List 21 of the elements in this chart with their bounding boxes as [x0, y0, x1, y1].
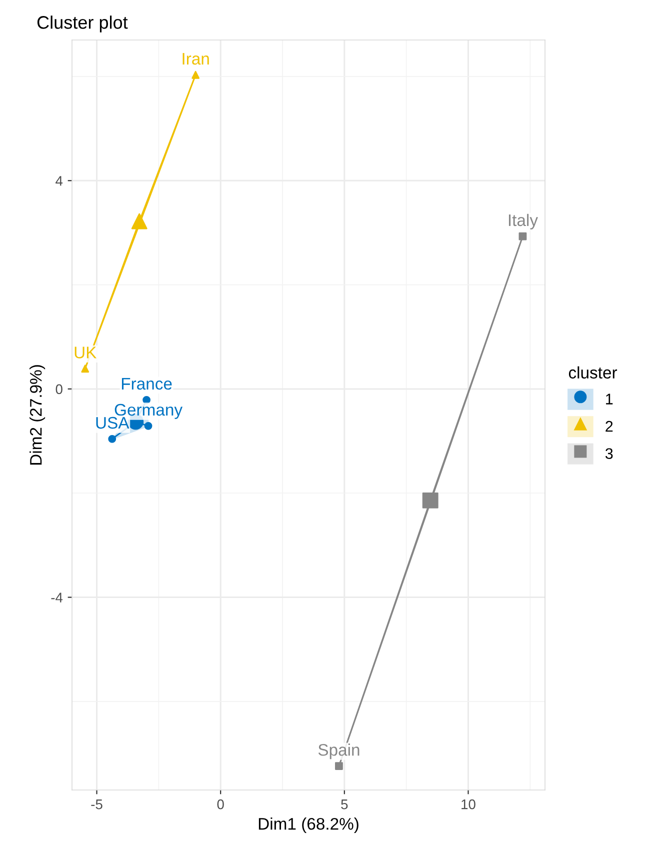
x-tick-label: 5 — [341, 800, 348, 810]
annotation: Italy — [508, 214, 538, 230]
annotation: Germany — [114, 404, 183, 419]
annotation: Iran — [182, 53, 209, 65]
x-tick-label: 10 — [462, 799, 476, 810]
y-tick-label: -4 — [51, 592, 63, 602]
legend-title: cluster — [568, 366, 618, 379]
y-tick-label: 0 — [56, 384, 62, 394]
chart-title: Cluster plot — [37, 16, 128, 32]
x-axis-title: Dim1 (68.2%) — [258, 818, 358, 834]
annotation: France — [122, 378, 172, 390]
y-tick-label: 4 — [56, 176, 63, 186]
legend-label: 3 — [605, 448, 613, 460]
legend-label: 1 — [606, 394, 613, 404]
annotation: USA — [96, 416, 130, 429]
y-axis-title: Dim2 (27.9%) — [30, 365, 46, 465]
annotation: UK — [74, 346, 97, 358]
x-tick-label: -5 — [91, 800, 102, 810]
x-tick-label: 0 — [217, 799, 224, 810]
legend-label: 2 — [606, 420, 613, 432]
annotation: Spain — [318, 744, 360, 760]
